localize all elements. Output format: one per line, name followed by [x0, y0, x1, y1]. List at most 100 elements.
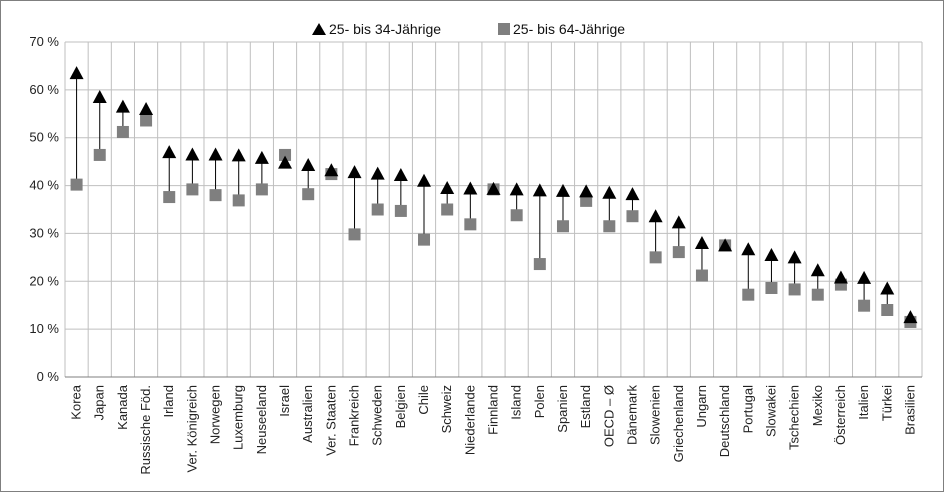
y-tick-label: 60 % — [29, 82, 59, 97]
data-point-square — [858, 300, 870, 312]
x-tick-label: Schweiz — [439, 385, 454, 433]
data-point-square — [186, 183, 198, 195]
data-point-square — [94, 149, 106, 161]
x-tick-label: Deutschland — [717, 385, 732, 457]
x-tick-label: Luxemburg — [231, 385, 246, 450]
data-point-triangle — [93, 90, 107, 103]
x-tick-label: Australien — [300, 385, 315, 443]
x-tick-label: Tschechien — [787, 385, 802, 450]
data-point-square — [626, 210, 638, 222]
y-tick-label: 20 % — [29, 273, 59, 288]
data-point-triangle — [741, 242, 755, 255]
data-point-square — [464, 218, 476, 230]
data-point-square — [210, 189, 222, 201]
connector-lines — [77, 73, 911, 322]
y-tick-label: 0 % — [37, 369, 60, 384]
y-tick-label: 70 % — [29, 34, 59, 49]
x-tick-label: Brasilien — [902, 385, 917, 435]
data-point-triangle — [811, 263, 825, 276]
data-point-triangle — [602, 186, 616, 199]
data-point-triangle — [394, 168, 408, 181]
gridlines — [65, 42, 922, 377]
data-point-square — [650, 251, 662, 263]
data-point-square — [395, 205, 407, 217]
y-axis: 0 % 10 % 20 % 30 % 40 % 50 % 60 % 70 % — [29, 34, 59, 384]
x-tick-label: Finnland — [486, 385, 501, 435]
data-point-square — [881, 304, 893, 316]
data-point-triangle — [139, 102, 153, 115]
data-point-triangle — [70, 66, 84, 79]
data-point-square — [557, 220, 569, 232]
x-tick-label: Israel — [277, 385, 292, 417]
data-point-square — [256, 183, 268, 195]
data-point-triangle — [672, 215, 686, 228]
x-tick-label: Norwegen — [208, 385, 223, 444]
x-tick-label: Slowakei — [763, 385, 778, 437]
data-point-triangle — [417, 174, 431, 187]
legend-marker-triangle — [312, 23, 326, 35]
data-point-square — [302, 188, 314, 200]
x-tick-label: Russische Föd. — [138, 385, 153, 475]
data-point-square — [603, 220, 615, 232]
x-tick-label: Irland — [161, 385, 176, 418]
x-tick-label: Island — [509, 385, 524, 420]
x-tick-label: Estland — [578, 385, 593, 428]
data-point-square — [511, 209, 523, 221]
x-tick-label: Ver. Königreich — [184, 385, 199, 472]
data-point-square — [117, 126, 129, 138]
x-tick-label: Frankreich — [347, 385, 362, 446]
legend-label-series-2: 25- bis 64-Jährige — [513, 21, 625, 37]
data-point-triangle — [625, 187, 639, 200]
x-tick-label: Chile — [416, 385, 431, 415]
data-point-square — [71, 179, 83, 191]
data-point-square — [765, 282, 777, 294]
x-tick-label: Mexiko — [810, 385, 825, 426]
data-point-square — [140, 114, 152, 126]
x-tick-label: Italien — [856, 385, 871, 420]
data-point-square — [163, 191, 175, 203]
x-axis: Korea Japan Kanada Russische Föd. Irland Ver.… — [65, 377, 922, 475]
x-tick-label: Ungarn — [694, 385, 709, 428]
data-point-square — [233, 194, 245, 206]
data-point-triangle — [232, 148, 246, 161]
x-tick-label: Korea — [69, 384, 84, 419]
data-point-triangle — [788, 250, 802, 263]
data-point-triangle — [880, 281, 894, 294]
legend-label-series-1: 25- bis 34-Jährige — [329, 21, 441, 37]
data-point-triangle — [116, 100, 130, 113]
data-point-triangle — [255, 151, 269, 164]
y-tick-label: 40 % — [29, 178, 59, 193]
data-point-triangle — [440, 181, 454, 194]
x-tick-label: Ver. Staaten — [323, 385, 338, 456]
data-point-square — [534, 258, 546, 270]
data-point-square — [418, 234, 430, 246]
x-tick-label: Belgien — [393, 385, 408, 428]
x-tick-label: Österreich — [833, 385, 848, 445]
data-point-triangle — [371, 167, 385, 180]
x-tick-label: Türkei — [879, 385, 894, 421]
data-point-triangle — [301, 158, 315, 171]
legend-marker-square — [498, 23, 510, 35]
data-point-triangle — [162, 145, 176, 158]
x-tick-label: Portugal — [740, 385, 755, 434]
x-tick-label: OECD – Ø — [601, 385, 616, 447]
data-point-square — [441, 204, 453, 216]
data-point-triangle — [857, 271, 871, 284]
data-point-square — [742, 289, 754, 301]
data-point-triangle — [510, 182, 524, 195]
y-tick-label: 50 % — [29, 130, 59, 145]
x-tick-label: Niederlande — [462, 385, 477, 455]
data-point-square — [372, 204, 384, 216]
data-point-square — [673, 246, 685, 258]
x-tick-label: Dänemark — [624, 385, 639, 445]
x-tick-label: Schweden — [370, 385, 385, 446]
x-tick-label: Polen — [532, 385, 547, 418]
x-tick-label: Neuseeland — [254, 385, 269, 454]
data-point-triangle — [764, 248, 778, 261]
data-point-triangle — [463, 181, 477, 194]
x-tick-label: Kanada — [115, 384, 130, 430]
data-point-triangle — [348, 165, 362, 178]
data-point-triangle — [185, 147, 199, 160]
